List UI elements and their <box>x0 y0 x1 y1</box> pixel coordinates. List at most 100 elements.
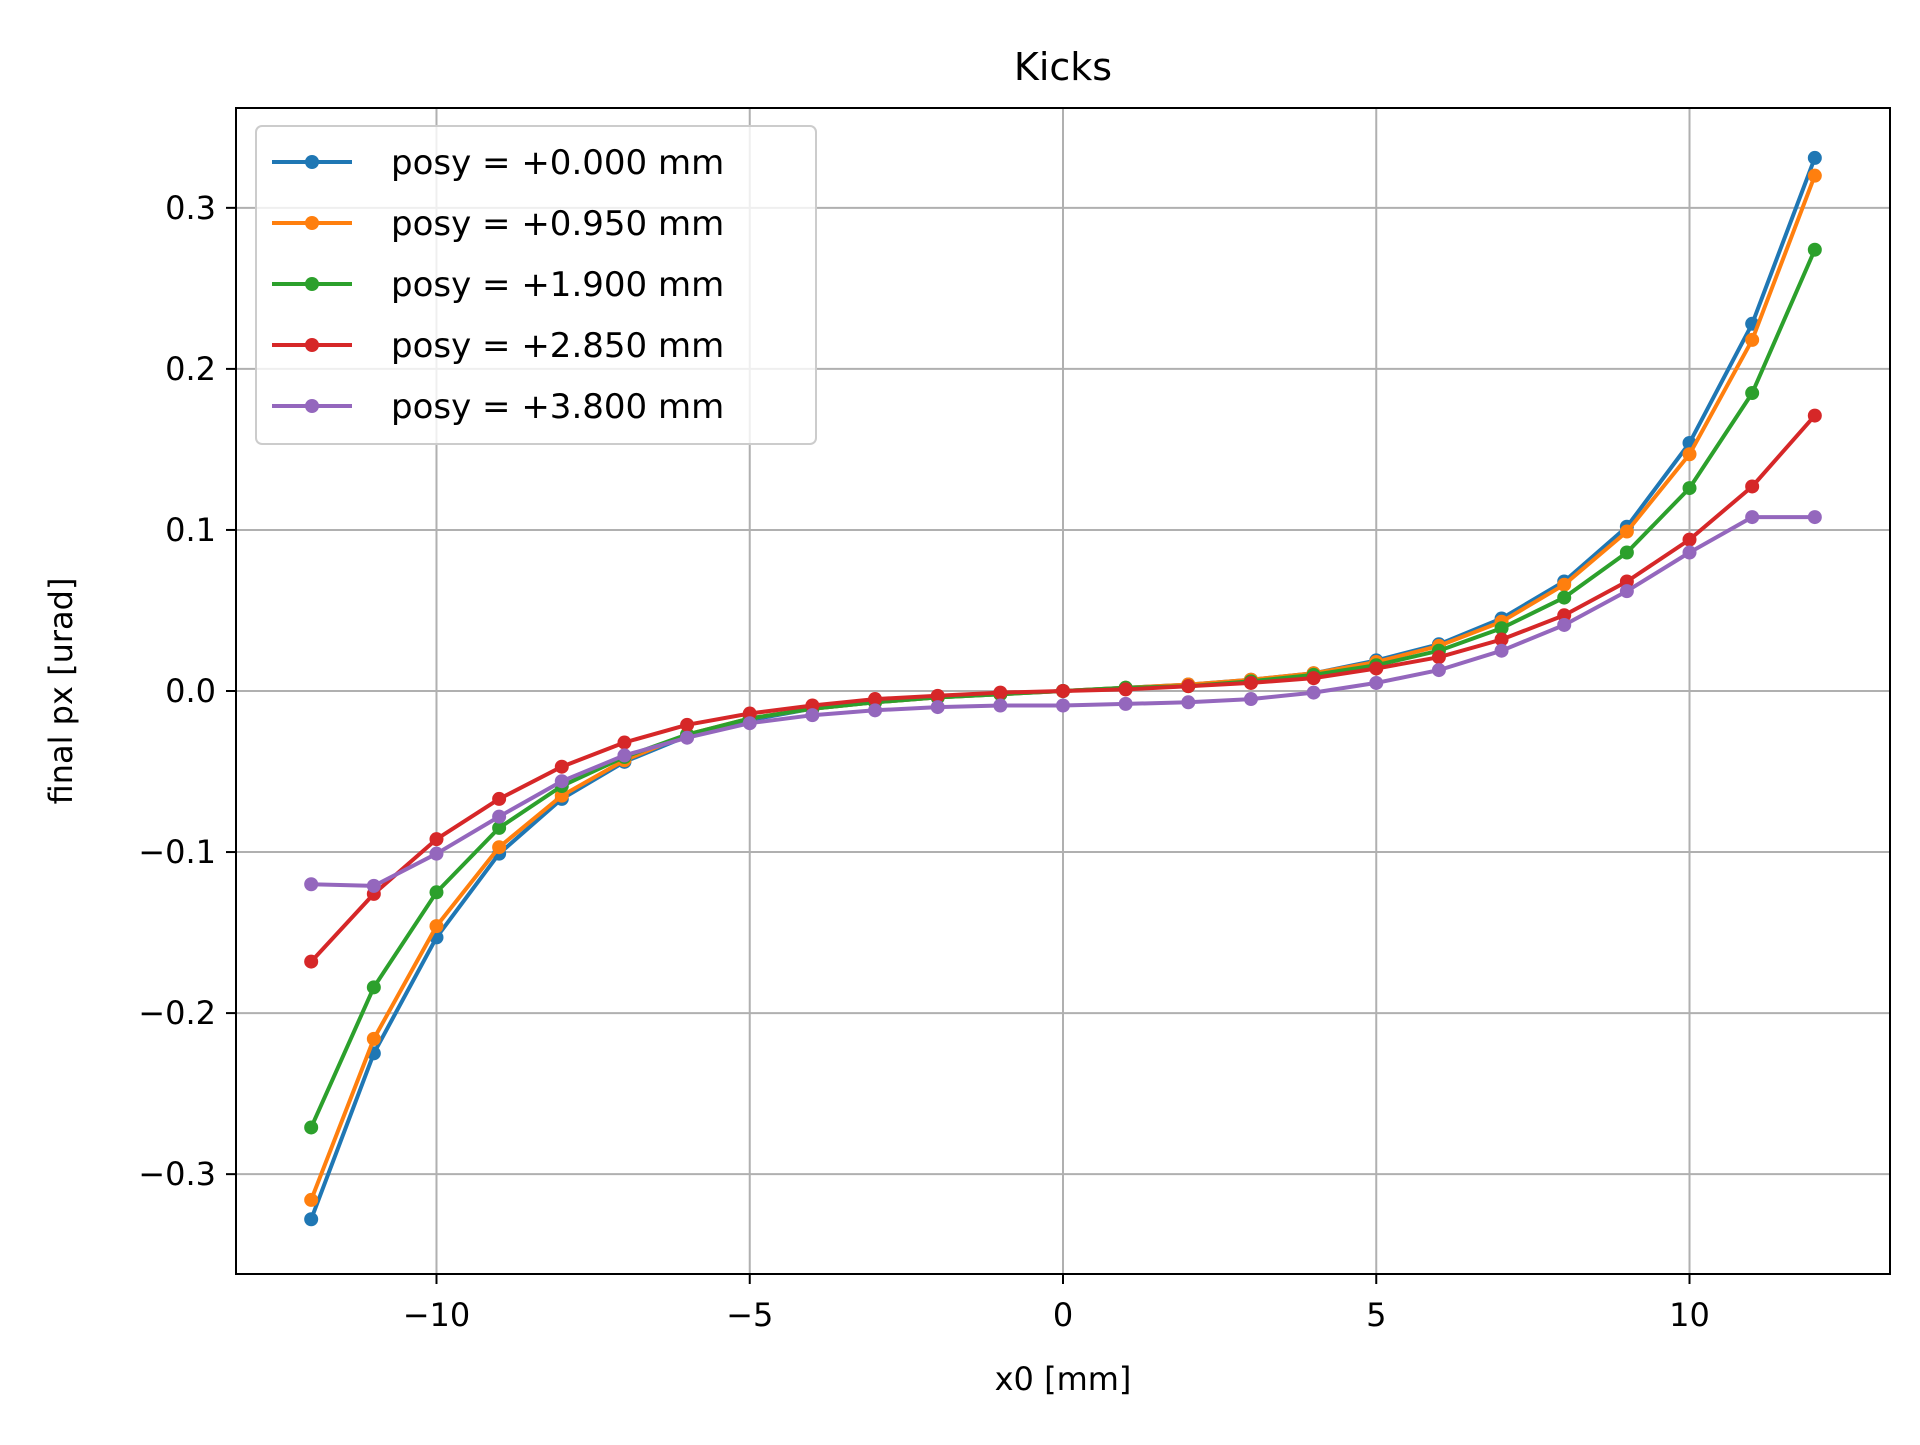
y-tick-label: 0.0 <box>165 672 216 710</box>
data-point <box>304 1212 319 1227</box>
data-point <box>492 791 507 806</box>
legend-item: posy = +2.850 mm <box>272 326 724 366</box>
legend-label: posy = +0.950 mm <box>391 204 724 244</box>
legend: posy = +0.000 mm posy = +0.950 mm posy = +… <box>255 125 817 445</box>
data-point <box>304 954 319 969</box>
data-point <box>1682 532 1697 547</box>
legend-swatch-marker <box>305 216 319 230</box>
data-point <box>1494 621 1509 636</box>
data-point <box>617 748 632 763</box>
data-point <box>868 703 883 718</box>
data-point <box>366 878 381 893</box>
data-point <box>930 688 945 703</box>
data-point <box>1807 510 1822 525</box>
data-point <box>1557 608 1572 623</box>
x-tick-label: −10 <box>403 1296 471 1334</box>
data-point <box>429 919 444 934</box>
series-layer <box>304 150 1822 1227</box>
data-point <box>1306 671 1321 686</box>
data-point <box>1682 447 1697 462</box>
legend-swatch-marker <box>305 155 319 169</box>
data-point <box>429 885 444 900</box>
data-point <box>680 730 695 745</box>
data-point <box>1619 574 1634 589</box>
data-point <box>1056 684 1070 698</box>
data-point <box>1807 242 1822 257</box>
data-point <box>1557 590 1572 605</box>
data-point <box>1745 332 1760 347</box>
legend-label: posy = +0.000 mm <box>391 143 724 183</box>
data-point <box>1494 632 1509 647</box>
y-tick-label: 0.3 <box>165 189 216 227</box>
data-point <box>554 788 569 803</box>
data-point <box>492 809 507 824</box>
data-point <box>742 706 757 721</box>
legend-label: posy = +2.850 mm <box>391 326 724 366</box>
y-axis-label: final px [urad] <box>42 578 80 805</box>
data-point <box>1807 168 1822 183</box>
legend-item: posy = +1.900 mm <box>272 265 724 305</box>
data-point <box>366 980 381 995</box>
x-axis-label: x0 [mm] <box>995 1360 1132 1398</box>
data-point <box>742 716 757 731</box>
data-point <box>868 692 883 707</box>
legend-label: posy = +3.800 mm <box>391 387 724 427</box>
chart-title: Kicks <box>1014 45 1112 89</box>
data-point <box>993 685 1008 700</box>
data-point <box>1619 584 1634 599</box>
x-tick-label: 10 <box>1669 1296 1710 1334</box>
data-point <box>1745 386 1760 401</box>
data-point <box>554 759 569 774</box>
data-point <box>1494 643 1509 658</box>
y-tick-label: 0.2 <box>165 350 216 388</box>
data-point <box>492 820 507 835</box>
data-point <box>680 717 695 732</box>
legend-swatch-marker <box>305 399 319 413</box>
data-point <box>1431 650 1446 665</box>
data-point <box>993 698 1008 713</box>
legend-item: posy = +0.950 mm <box>272 204 724 244</box>
data-point <box>304 1192 319 1207</box>
data-point <box>1181 695 1196 710</box>
data-point <box>1243 675 1258 690</box>
data-point <box>1056 698 1070 713</box>
y-tick-label: −0.2 <box>138 994 216 1032</box>
data-point <box>1557 617 1572 632</box>
y-tick-label: −0.1 <box>138 833 216 871</box>
data-point <box>617 735 632 750</box>
data-point <box>304 877 319 892</box>
data-point <box>1181 679 1196 694</box>
y-tick-label: 0.1 <box>165 511 216 549</box>
data-point <box>429 832 444 847</box>
data-point <box>554 774 569 789</box>
y-tick-label: −0.3 <box>138 1155 216 1193</box>
x-tick-label: 0 <box>1053 1296 1073 1334</box>
data-point <box>1619 545 1634 560</box>
series-3 <box>304 408 1822 969</box>
data-point <box>1118 682 1133 697</box>
legend-item: posy = +3.800 mm <box>272 387 724 427</box>
data-point <box>1745 479 1760 494</box>
data-point <box>429 846 444 861</box>
data-point <box>1431 663 1446 678</box>
data-point <box>805 698 820 713</box>
data-point <box>1243 692 1258 707</box>
data-point <box>1619 524 1634 539</box>
x-tick-label: 5 <box>1366 1296 1386 1334</box>
x-tick-label: −5 <box>726 1296 773 1334</box>
axis-ticks: −10 −5 0 5 10 −0.3 −0.2 −0.1 0.0 0.1 0.2 0.3 <box>138 189 1710 1334</box>
data-point <box>1306 685 1321 700</box>
legend-label: posy = +1.900 mm <box>391 265 724 305</box>
data-point <box>930 700 945 715</box>
data-point <box>1682 481 1697 496</box>
data-point <box>1807 150 1822 165</box>
data-point <box>366 1031 381 1046</box>
data-point <box>1369 661 1384 676</box>
data-point <box>1807 408 1822 423</box>
data-point <box>304 1120 319 1135</box>
data-point <box>1118 696 1133 711</box>
data-point <box>492 840 507 855</box>
data-point <box>1745 510 1760 525</box>
